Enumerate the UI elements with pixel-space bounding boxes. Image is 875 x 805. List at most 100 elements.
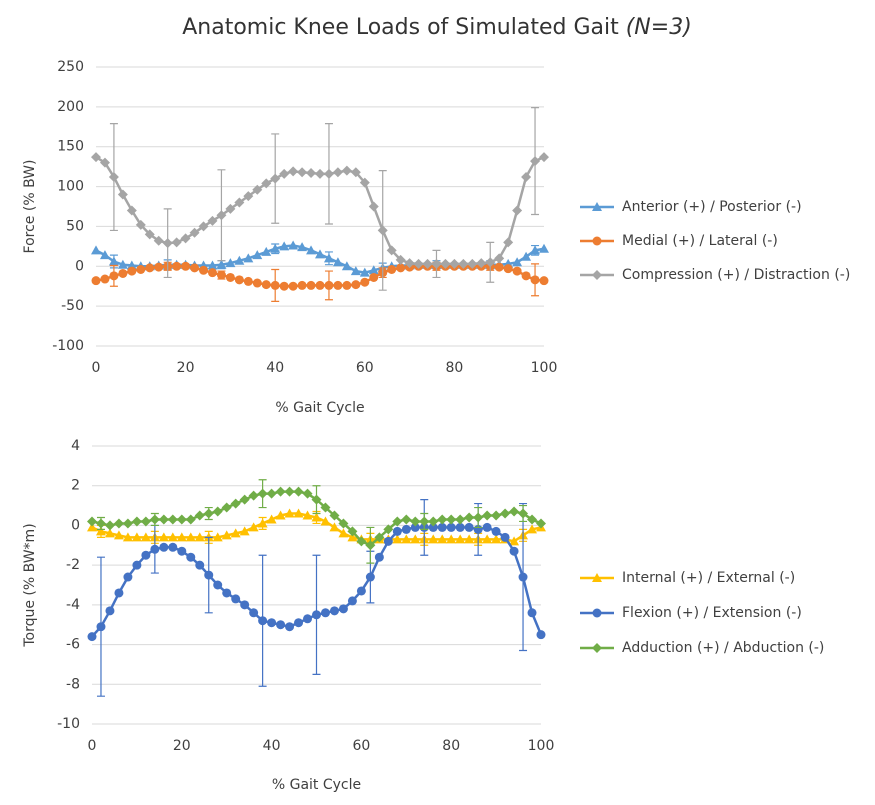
marker [359, 267, 370, 277]
marker [500, 508, 511, 519]
marker [530, 275, 540, 285]
marker [275, 486, 286, 497]
marker [293, 508, 304, 518]
x-tick-label: 0 [88, 738, 97, 754]
marker [100, 274, 110, 284]
marker [315, 280, 325, 290]
marker [527, 514, 538, 525]
marker [491, 526, 501, 536]
marker [386, 245, 397, 256]
marker [518, 572, 528, 582]
x-tick-label: 100 [528, 738, 555, 754]
marker [104, 528, 115, 538]
marker [212, 506, 223, 517]
marker [482, 510, 493, 521]
marker [91, 276, 101, 286]
marker [410, 534, 421, 544]
marker [207, 260, 218, 270]
marker [521, 251, 532, 261]
marker [347, 532, 358, 542]
marker [437, 522, 447, 532]
marker [108, 172, 119, 183]
marker [284, 508, 295, 518]
marker [333, 280, 343, 290]
marker [204, 570, 214, 580]
marker [126, 260, 137, 270]
marker [177, 546, 187, 556]
y-tick-label: 2 [71, 478, 80, 494]
marker [329, 522, 340, 532]
title-main: Anatomic Knee Loads of Simulated Gait [182, 15, 619, 40]
marker [249, 608, 259, 618]
marker [239, 494, 250, 505]
marker [122, 532, 133, 542]
marker [216, 270, 226, 280]
marker [401, 514, 412, 525]
marker [509, 506, 520, 517]
marker [239, 526, 250, 536]
y-tick-label: -100 [52, 338, 84, 354]
y-tick-label: 100 [57, 179, 84, 195]
marker [324, 280, 334, 290]
marker [199, 265, 209, 275]
marker [225, 272, 235, 282]
y-tick-label: 0 [71, 517, 80, 533]
marker [437, 534, 448, 544]
legend-marker [592, 643, 602, 653]
marker [162, 238, 173, 249]
marker [320, 608, 330, 618]
marker [464, 512, 475, 523]
marker [117, 189, 128, 200]
marker [123, 572, 133, 582]
marker [509, 546, 519, 556]
marker [154, 262, 164, 272]
marker [279, 241, 290, 251]
marker [494, 253, 505, 264]
marker [221, 530, 232, 540]
marker [243, 191, 254, 202]
marker [494, 262, 504, 272]
marker [431, 258, 442, 269]
marker [485, 257, 496, 268]
marker [279, 281, 289, 291]
marker [194, 510, 205, 521]
x-tick-label: 40 [263, 738, 281, 754]
marker [248, 490, 259, 501]
marker [243, 253, 254, 263]
marker [118, 268, 128, 278]
marker [87, 516, 97, 527]
marker [342, 280, 352, 290]
x-tick-label: 100 [531, 360, 558, 376]
marker [347, 526, 358, 537]
marker [189, 227, 200, 238]
marker [221, 502, 232, 513]
marker [401, 534, 412, 544]
marker [527, 524, 538, 534]
marker [109, 271, 119, 281]
marker [240, 600, 250, 610]
marker [198, 221, 209, 232]
marker [108, 256, 119, 266]
marker [266, 514, 277, 524]
marker [437, 514, 448, 525]
marker [482, 534, 493, 544]
legend-label: Internal (+) / External (-) [622, 570, 795, 586]
marker [329, 510, 340, 521]
marker [369, 272, 379, 282]
marker [140, 532, 151, 542]
marker [449, 258, 460, 269]
marker [285, 622, 295, 632]
y-tick-label: -8 [66, 676, 80, 692]
marker [194, 532, 205, 542]
x-axis-label: % Gait Cycle [275, 400, 364, 416]
y-tick-label: 150 [57, 139, 84, 155]
marker [428, 534, 439, 544]
marker [374, 552, 384, 562]
legend-marker [592, 270, 602, 280]
marker [455, 522, 465, 532]
marker [312, 610, 321, 620]
marker [216, 210, 227, 221]
marker [356, 586, 366, 596]
marker [413, 258, 424, 269]
